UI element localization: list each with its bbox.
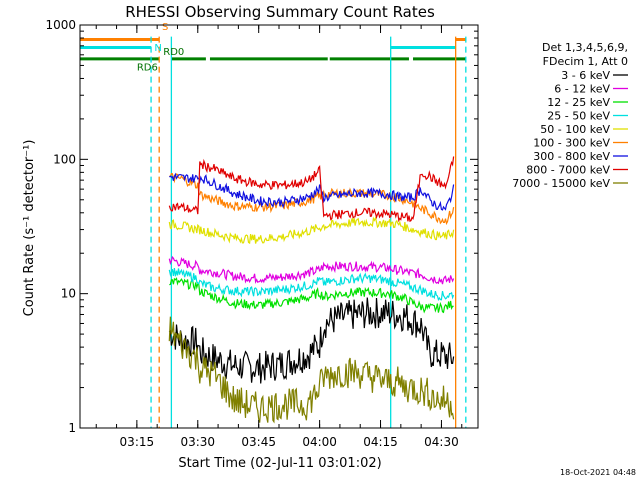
legend-label-6: 300 - 800 keV <box>533 150 610 163</box>
series-line-5 <box>169 173 455 226</box>
legend-header-line-1: Det 1,3,4,5,6,9, <box>542 41 628 54</box>
x-tick-label: 03:45 <box>241 435 276 449</box>
series-line-0 <box>168 297 455 384</box>
x-tick-label: 03:15 <box>120 435 155 449</box>
annotation-rd0: RD0 <box>163 47 184 58</box>
x-tick-label: 04:15 <box>363 435 398 449</box>
x-axis-label: Start Time (02-Jul-11 03:01:02) <box>178 456 381 471</box>
x-tick-label: 04:00 <box>302 435 337 449</box>
series-line-7 <box>168 156 455 223</box>
legend-label-5: 100 - 300 keV <box>533 137 610 150</box>
legend-label-1: 6 - 12 keV <box>554 83 610 96</box>
annotation-n: N <box>154 43 161 54</box>
y-tick-label: 100 <box>53 152 76 166</box>
annotation-rd6: RD6 <box>137 62 158 73</box>
y-tick-label: 1000 <box>45 18 76 32</box>
legend-label-3: 25 - 50 keV <box>547 110 610 123</box>
series-line-1 <box>168 255 455 285</box>
y-tick-label: 10 <box>61 287 76 301</box>
x-tick-label: 03:30 <box>180 435 215 449</box>
annotation-s: S <box>162 22 168 33</box>
x-tick-label: 04:30 <box>424 435 459 449</box>
chart-title: RHESSI Observing Summary Count Rates <box>125 3 435 21</box>
plot-layer: SN RD0 RD6 1 10 100 1000 03:15 03:30 03:45 04:00 04… <box>45 18 628 449</box>
y-tick-label: 1 <box>68 421 76 435</box>
series-line-4 <box>168 216 455 245</box>
y-axis-label: Count Rate (s⁻¹ detector⁻¹) <box>22 140 37 317</box>
legend-label-2: 12 - 25 keV <box>547 96 610 109</box>
legend-label-8: 7000 - 15000 keV <box>512 177 610 190</box>
legend-header-line-2: FDecim 1, Att 0 <box>543 55 628 68</box>
series-line-6 <box>169 172 455 211</box>
legend-label-0: 3 - 6 keV <box>561 69 610 82</box>
footer-timestamp: 18-Oct-2021 04:48 <box>560 468 636 477</box>
plot-frame <box>79 24 479 429</box>
legend-label-4: 50 - 100 keV <box>540 123 610 136</box>
series-line-2 <box>169 277 454 314</box>
legend-label-7: 800 - 7000 keV <box>526 164 610 177</box>
series-line-8 <box>168 316 455 424</box>
series-line-3 <box>168 268 455 302</box>
